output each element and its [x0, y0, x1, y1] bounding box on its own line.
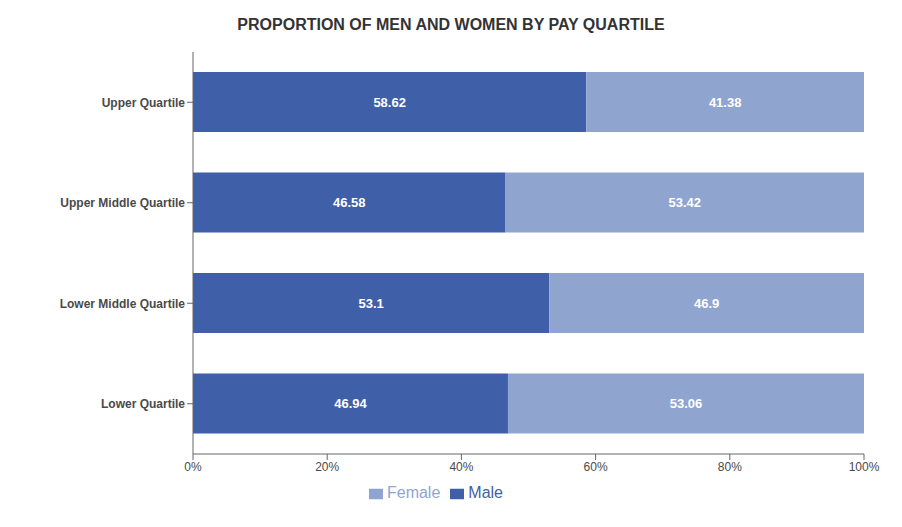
- svg-text:53.42: 53.42: [669, 195, 702, 210]
- svg-text:58.62: 58.62: [373, 95, 406, 110]
- svg-text:40%: 40%: [449, 460, 473, 474]
- svg-text:Upper Middle Quartile: Upper Middle Quartile: [60, 196, 185, 210]
- svg-text:46.94: 46.94: [334, 396, 367, 411]
- svg-text:46.58: 46.58: [333, 195, 366, 210]
- svg-text:46.9: 46.9: [694, 296, 719, 311]
- svg-text:Upper Quartile: Upper Quartile: [102, 96, 186, 110]
- svg-text:100%: 100%: [849, 460, 880, 474]
- svg-text:Lower Middle Quartile: Lower Middle Quartile: [60, 297, 186, 311]
- html-text:Female: Female: [387, 484, 441, 501]
- svg-text:0%: 0%: [184, 460, 202, 474]
- html-text:Male: Male: [468, 484, 503, 501]
- svg-text:41.38: 41.38: [709, 95, 742, 110]
- html-text:PROPORTION OF MEN AND WOMEN BY: PROPORTION OF MEN AND WOMEN BY PAY QUART…: [237, 16, 665, 33]
- svg-text:53.1: 53.1: [358, 296, 383, 311]
- svg-text:53.06: 53.06: [670, 396, 703, 411]
- svg-text:80%: 80%: [718, 460, 742, 474]
- svg-text:60%: 60%: [584, 460, 608, 474]
- svg-text:20%: 20%: [315, 460, 339, 474]
- svg-text:Lower Quartile: Lower Quartile: [101, 397, 185, 411]
